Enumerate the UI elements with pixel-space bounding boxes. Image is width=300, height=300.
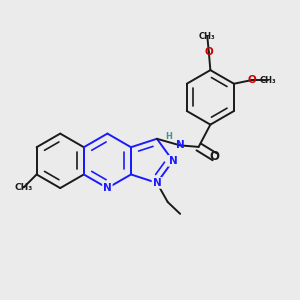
Text: O: O — [210, 150, 220, 163]
Text: N: N — [103, 183, 112, 193]
Text: N: N — [169, 156, 177, 166]
Text: CH₃: CH₃ — [14, 183, 33, 192]
Text: N: N — [176, 140, 184, 150]
Text: N: N — [152, 178, 161, 188]
Text: CH₃: CH₃ — [199, 32, 216, 40]
Text: H: H — [165, 132, 172, 141]
Text: O: O — [248, 75, 256, 85]
Text: CH₃: CH₃ — [260, 76, 276, 85]
Text: O: O — [205, 47, 213, 57]
